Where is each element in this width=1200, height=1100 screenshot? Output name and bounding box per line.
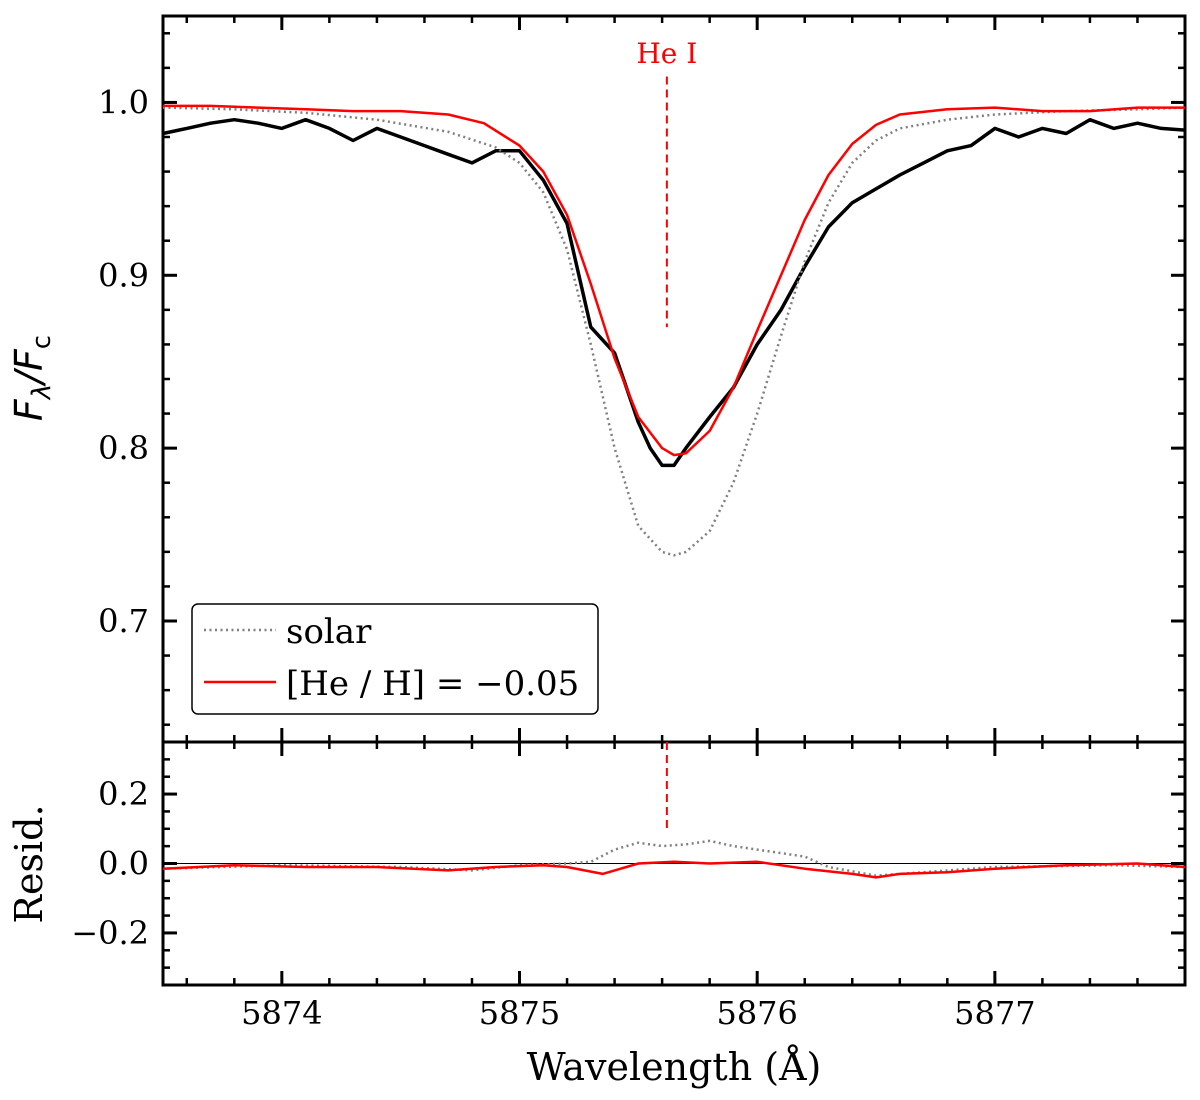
he-i-label: He I (636, 37, 697, 70)
legend-model-label: [He / H] = −0.05 (286, 664, 579, 704)
xtick-labels: 5874 5875 5876 5877 (241, 994, 1035, 1032)
bottom-ytick-labels: −0.2 0.0 0.2 (71, 775, 149, 952)
top-ticks (163, 16, 1187, 742)
bottom-ticks (163, 740, 1187, 985)
bottom-y-axis-title: Resid. (7, 804, 51, 923)
legend-solar-label: solar (286, 612, 372, 652)
series-line-1 (162, 106, 1186, 557)
x-axis-title: Wavelength (Å) (527, 1045, 822, 1089)
x-tick-label: 5875 (479, 994, 560, 1032)
y-tick-label: 0.0 (98, 845, 149, 883)
series-line-2 (163, 104, 1185, 457)
y-tick-label: −0.2 (71, 914, 149, 952)
bottom-series (162, 839, 1186, 879)
y-tick-label: 0.8 (98, 429, 149, 467)
y-tick-label: 0.2 (98, 775, 149, 813)
legend: solar [He / H] = −0.05 (191, 603, 599, 715)
series-line-0 (162, 117, 1186, 468)
top-series (162, 104, 1186, 557)
x-tick-label: 5877 (954, 994, 1035, 1032)
x-tick-label: 5876 (716, 994, 797, 1032)
top-ytick-labels: 0.7 0.8 0.9 1.0 (98, 83, 149, 640)
top-y-axis-title: Fλ/Fc (7, 335, 57, 421)
series-line-0 (162, 839, 1186, 877)
y-tick-label: 0.7 (98, 602, 149, 640)
y-tick-label: 0.9 (98, 256, 149, 294)
legend-box (191, 603, 599, 715)
x-tick-label: 5874 (241, 994, 322, 1032)
y-tick-label: 1.0 (98, 83, 149, 121)
bottom-panel: −0.2 0.0 0.2 Resid. (7, 740, 1187, 987)
series-line-1 (162, 860, 1186, 879)
